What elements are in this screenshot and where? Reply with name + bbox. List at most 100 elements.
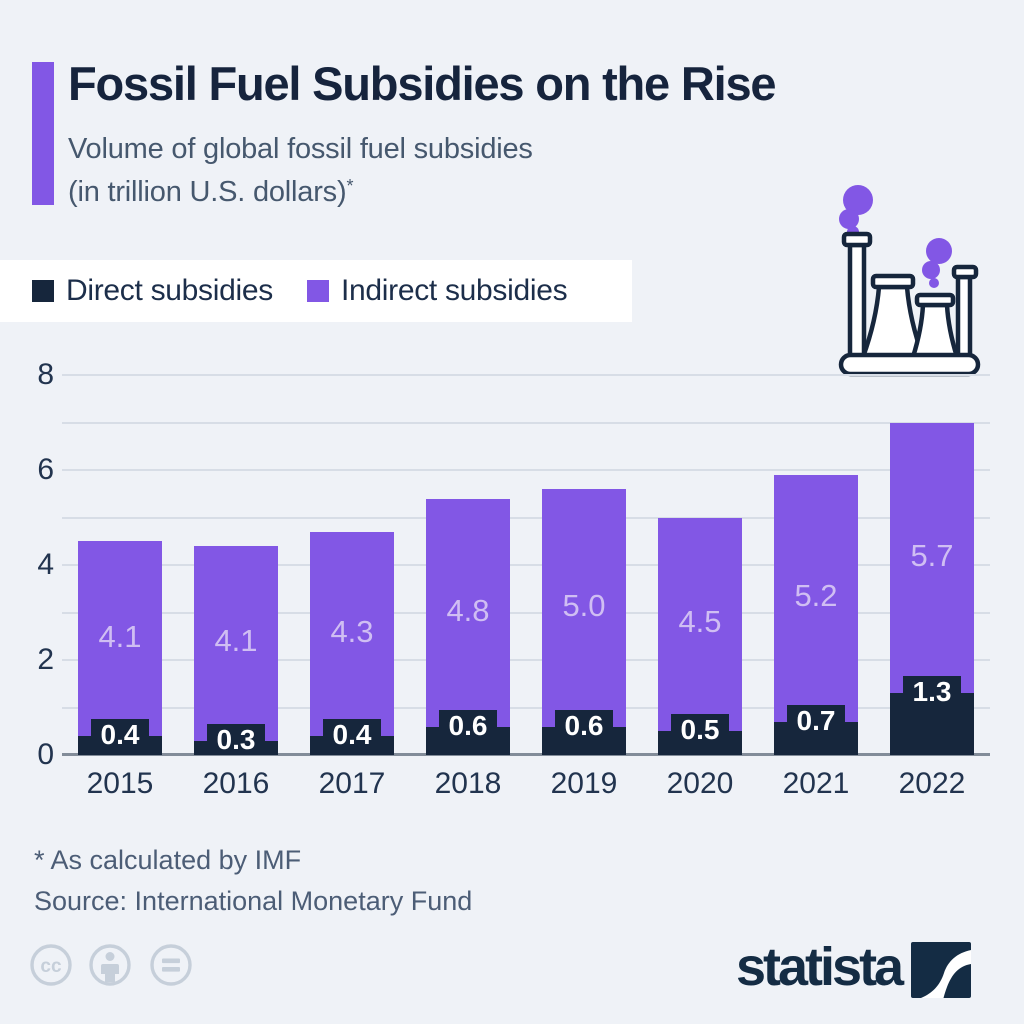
bar-2017: 4.3 0.4 <box>310 365 394 755</box>
bar-segment-direct-2016 <box>194 740 278 755</box>
legend-item-indirect: Indirect subsidies <box>306 274 568 308</box>
bar-2015: 4.1 0.4 <box>78 365 162 755</box>
footnote-marker: * <box>346 176 354 196</box>
bar-label-indirect-2019: 5.0 <box>562 587 606 623</box>
right-chimney-cap <box>951 264 979 280</box>
bar-label-indirect-2020: 4.5 <box>678 604 722 640</box>
legend-item-direct: Direct subsidies <box>32 274 273 308</box>
gridline-3 <box>62 611 990 614</box>
bar-2016: 4.1 0.3 <box>194 365 278 755</box>
gridline-8 <box>62 374 990 376</box>
bar-label-tab-2017 <box>323 719 381 738</box>
bar-label-direct-2020: 0.5 <box>680 714 720 746</box>
large-tower-rim <box>870 273 916 290</box>
legend-label-direct: Direct subsidies <box>66 274 273 307</box>
equals-icon <box>150 944 192 986</box>
bar-label-direct-2019: 0.6 <box>564 709 604 741</box>
bar-label-tab-2019 <box>555 709 613 729</box>
bar-segment-direct-2022 <box>890 693 974 755</box>
y-tick-4: 4 <box>37 548 54 581</box>
bar-segment-direct-2017 <box>310 736 394 755</box>
y-tick-8: 8 <box>37 358 54 391</box>
gridline-5 <box>62 516 990 519</box>
bar-segment-direct-2019 <box>542 726 626 755</box>
bar-segment-direct-2020 <box>658 731 742 755</box>
bar-segment-indirect-2018 <box>426 498 510 727</box>
bar-label-indirect-2015: 4.1 <box>98 618 142 654</box>
bar-segment-indirect-2020 <box>658 517 742 732</box>
bar-2022: 5.7 1.3 <box>890 365 974 755</box>
power-plant-icon <box>838 185 981 377</box>
plot-area: 2015 4.1 0.4 2016 4.1 0.3 2017 4.3 0.4 2018 4.8 0.6… <box>62 365 990 800</box>
x-tick-2021: 2021 <box>782 767 850 800</box>
gridline-6 <box>62 469 990 471</box>
bar-2021: 5.2 0.7 <box>774 365 858 755</box>
page-subtitle: Volume of global fossil fuel subsidies (i… <box>68 131 768 211</box>
bar-label-direct-2015: 0.4 <box>100 719 140 750</box>
x-tick-2022: 2022 <box>898 767 966 800</box>
bar-2020: 4.5 0.5 <box>658 365 742 755</box>
statista-wordmark: statista <box>736 937 904 997</box>
bar-label-tab-2020 <box>671 714 729 734</box>
x-axis-line <box>62 753 990 756</box>
cc-icon <box>30 944 72 986</box>
legend-swatch-indirect <box>306 280 329 302</box>
bar-label-indirect-2018: 4.8 <box>446 592 490 628</box>
bar-label-indirect-2021: 5.2 <box>794 578 838 614</box>
bar-label-indirect-2016: 4.1 <box>214 623 258 659</box>
bar-segment-indirect-2019 <box>542 489 626 727</box>
legend-swatch-direct <box>32 280 54 302</box>
bar-label-tab-2022 <box>903 676 961 696</box>
bar-segment-indirect-2022 <box>890 422 974 694</box>
bar-segment-indirect-2021 <box>774 474 858 722</box>
y-tick-0: 0 <box>37 738 54 771</box>
x-tick-2015: 2015 <box>86 767 154 800</box>
chart-legend: Direct subsidies Indirect subsidies <box>0 260 632 322</box>
bar-label-direct-2022: 1.3 <box>912 676 952 708</box>
subtitle-line-2: (in trillion U.S. dollars) <box>68 176 347 208</box>
attribution-person-icon <box>89 944 131 986</box>
bar-segment-direct-2018 <box>426 726 510 755</box>
x-tick-2020: 2020 <box>666 767 734 800</box>
small-tower-rim <box>914 292 956 308</box>
chart-notes: * As calculated by IMF Source: Internati… <box>34 840 472 922</box>
source-line: Source: International Monetary Fund <box>34 886 473 916</box>
license-badges: cc <box>30 944 192 986</box>
bar-2019: 5.0 0.6 <box>542 365 626 755</box>
bar-segment-indirect-2017 <box>310 531 394 736</box>
x-tick-2018: 2018 <box>434 767 502 800</box>
bar-label-indirect-2017: 4.3 <box>330 613 374 649</box>
y-tick-6: 6 <box>37 453 54 486</box>
footnote-asterisk: * As calculated by IMF <box>34 845 302 875</box>
gridline-2 <box>62 659 990 661</box>
bar-2018: 4.8 0.6 <box>426 365 510 755</box>
bar-segment-indirect-2015 <box>78 541 162 736</box>
right-chimney <box>955 274 973 362</box>
title-accent-bar <box>32 62 54 205</box>
x-tick-2017: 2017 <box>318 767 386 800</box>
legend-label-indirect: Indirect subsidies <box>340 274 568 307</box>
gridline-1 <box>62 706 990 709</box>
left-chimney-cap <box>841 231 873 248</box>
subtitle-line-1: Volume of global fossil fuel subsidies <box>68 133 533 165</box>
left-chimney <box>847 242 867 362</box>
gridline-7 <box>62 421 990 424</box>
small-cooling-tower <box>910 302 960 360</box>
statista-logo: statista <box>736 936 972 998</box>
bar-segment-direct-2021 <box>774 721 858 755</box>
bar-segment-direct-2015 <box>78 736 162 755</box>
bar-label-direct-2016: 0.3 <box>216 723 256 755</box>
bar-label-direct-2017: 0.4 <box>332 719 372 750</box>
x-tick-2019: 2019 <box>550 767 618 800</box>
bar-label-tab-2021 <box>787 704 845 724</box>
gridline-4 <box>62 564 990 566</box>
bar-label-direct-2021: 0.7 <box>796 704 836 736</box>
y-axis-labels: 0 2 4 6 8 <box>0 0 54 1024</box>
y-tick-2: 2 <box>37 643 54 676</box>
bar-label-direct-2018: 0.6 <box>448 709 488 741</box>
bar-label-indirect-2022: 5.7 <box>910 537 954 573</box>
bar-label-tab-2016 <box>207 723 265 743</box>
x-tick-2016: 2016 <box>202 767 270 800</box>
bar-label-tab-2015 <box>91 719 149 738</box>
